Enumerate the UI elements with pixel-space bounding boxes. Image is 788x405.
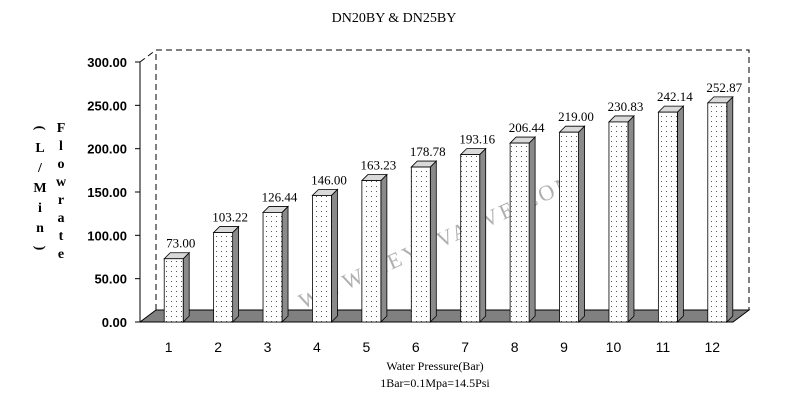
bar-value-label: 178.78	[410, 144, 446, 159]
bar-face	[460, 154, 481, 323]
y-label-char: n	[36, 221, 44, 236]
y-label-char: a	[58, 211, 65, 226]
x-tick-label: 7	[461, 339, 469, 355]
y-label-char: M	[33, 181, 46, 196]
bar-value-label: 103.22	[212, 210, 248, 225]
bar: 242.14	[657, 89, 693, 323]
y-axis-ticks: 0.00 50.00 100.00 150.00 200.00 250.00 300.00	[87, 55, 140, 330]
y-label-char: e	[58, 247, 64, 262]
x-axis-ticks: 1 2 3 4 5 6 7 8 9 10 11 12	[165, 339, 720, 355]
x-tick-label: 8	[511, 339, 519, 355]
bar-face	[213, 232, 234, 323]
y-tick-label: 100.00	[87, 228, 127, 243]
x-tick-label: 6	[412, 339, 420, 355]
bars: 73.00 103.22 126.44 146.00 163.23 178.78 193.1…	[163, 80, 743, 323]
bar-value-label: 163.23	[361, 158, 397, 173]
y-tick-label: 200.00	[87, 142, 127, 157]
bar-value-label: 73.00	[166, 236, 195, 251]
bar: 163.23	[361, 158, 397, 323]
bar-side	[380, 173, 388, 323]
y-label-char: )	[32, 246, 47, 251]
x-tick-label: 5	[362, 339, 370, 355]
x-axis-label: Water Pressure(Bar)	[386, 359, 483, 373]
bar-side	[528, 136, 536, 323]
bar-side	[676, 105, 684, 323]
y-label-char: l	[59, 139, 63, 154]
bar-side	[182, 251, 190, 323]
x-tick-label: 2	[214, 339, 222, 355]
x-tick-label: 9	[560, 339, 568, 355]
bar-side	[578, 125, 585, 323]
y-tick-label: 250.00	[87, 98, 127, 113]
bar-side	[331, 188, 338, 323]
y-label-char: r	[58, 193, 64, 208]
chart-title: DN20BY & DN25BY	[332, 11, 457, 26]
bar: 219.00	[558, 109, 594, 323]
bar-value-label: 206.44	[509, 120, 545, 135]
y-label-char: t	[59, 229, 64, 244]
bar-face	[608, 121, 629, 323]
bar: 178.78	[410, 144, 446, 323]
y-label-char: (	[32, 126, 47, 131]
x-tick-label: 3	[264, 339, 272, 355]
bar-face	[262, 212, 283, 323]
y-label-char: L	[35, 141, 44, 156]
bar-side	[232, 225, 240, 323]
bar-value-label: 126.44	[262, 189, 298, 204]
bar-side	[627, 114, 635, 323]
y-label-char: o	[58, 157, 65, 172]
y-tick-label: 50.00	[94, 272, 127, 287]
bar-value-label: 193.16	[459, 132, 495, 147]
bar-face	[657, 111, 678, 323]
x-axis-note: 1Bar=0.1Mpa=14.5Psi	[380, 376, 490, 390]
bar-side	[726, 95, 734, 323]
side-wall-edge	[139, 49, 157, 63]
bar-side	[281, 205, 289, 323]
bar: 103.22	[212, 210, 248, 323]
bar: 73.00	[163, 236, 195, 323]
x-tick-label: 1	[165, 339, 173, 355]
bar-face	[559, 131, 579, 323]
bar-value-label: 230.83	[608, 99, 644, 114]
bar-face	[707, 102, 728, 323]
x-tick-label: 11	[656, 339, 671, 355]
bar-face	[163, 258, 184, 323]
x-tick-label: 4	[313, 339, 321, 355]
y-axis-label-left: ( L / Min)	[32, 126, 47, 251]
y-label-char: w	[56, 175, 67, 190]
bar-value-label: 252.87	[706, 80, 742, 95]
y-label-char: F	[57, 121, 66, 136]
bar: 126.44	[262, 189, 298, 323]
bar: 206.44	[509, 120, 545, 323]
x-tick-label: 10	[606, 339, 622, 355]
bar-face	[509, 142, 530, 323]
y-tick-label: 150.00	[87, 185, 127, 200]
bar: 146.00	[311, 172, 347, 323]
bar: 252.87	[706, 80, 743, 323]
x-tick-label: 12	[705, 339, 721, 355]
floor	[138, 309, 751, 323]
y-label-char: i	[38, 201, 42, 216]
bar-face	[410, 166, 431, 323]
bar-value-label: 242.14	[657, 89, 693, 104]
y-tick-label: 0.00	[102, 315, 127, 330]
bar-face	[361, 180, 382, 323]
bar-face	[312, 195, 332, 323]
bar-value-label: 146.00	[311, 172, 347, 187]
bar: 230.83	[608, 99, 644, 323]
y-label-char: /	[37, 161, 43, 176]
bar-side	[479, 147, 487, 323]
back-wall	[155, 49, 750, 310]
bar-side	[429, 160, 437, 323]
bar-value-label: 219.00	[558, 109, 594, 124]
y-tick-label: 300.00	[87, 55, 127, 70]
bar: 193.16	[459, 132, 496, 323]
